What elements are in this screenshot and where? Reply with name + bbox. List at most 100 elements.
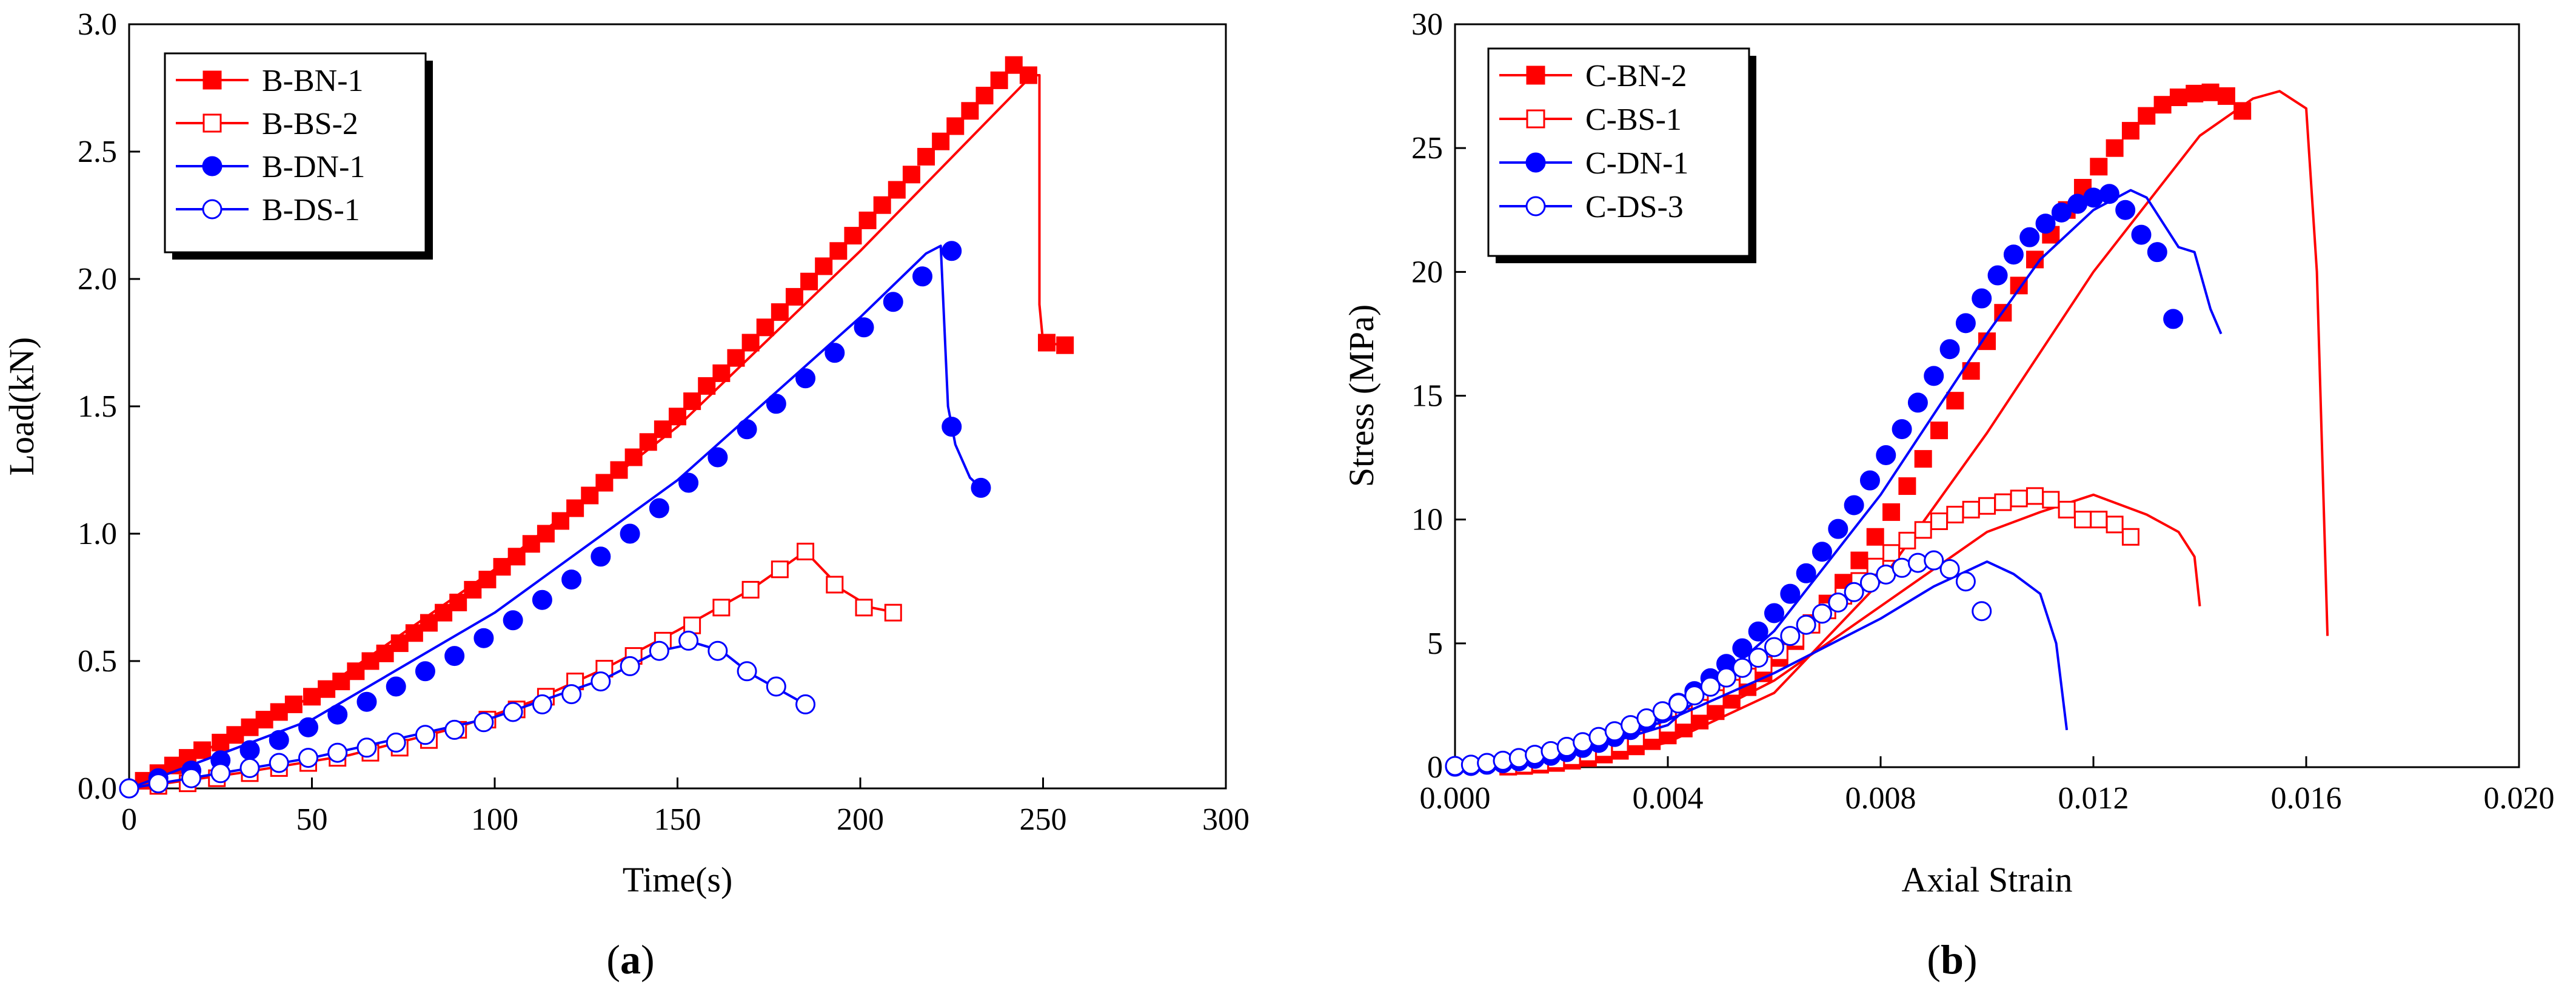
data-point-marker xyxy=(2186,84,2204,102)
data-point-marker xyxy=(1939,339,1960,360)
data-point-marker xyxy=(2058,500,2076,519)
data-point-marker xyxy=(332,673,350,691)
data-point-marker xyxy=(2010,489,2028,508)
data-point-marker xyxy=(2019,227,2040,247)
y-tick-label: 0.0 xyxy=(78,771,117,806)
data-point-marker xyxy=(2051,202,2072,223)
legend-marker xyxy=(202,199,222,220)
x-tick-label: 0.012 xyxy=(2058,781,2129,816)
data-point-marker xyxy=(1978,497,1996,515)
data-point-marker xyxy=(361,652,380,670)
chart-b-stress-vs-strain: 0.000 0.004 0.008 0.012 0.016 0.020 0 5 10 15 20 25… xyxy=(1342,7,2555,982)
x-tick-label: 100 xyxy=(471,802,518,837)
x-tick-label: 0.000 xyxy=(1420,781,1491,816)
y-tick-label: 2.5 xyxy=(78,135,117,169)
data-point-marker xyxy=(303,688,321,706)
data-point-marker xyxy=(815,257,833,275)
data-point-marker xyxy=(2115,200,2136,220)
data-point-marker xyxy=(649,640,669,661)
y-tick-label: 10 xyxy=(1411,503,1443,537)
data-point-marker xyxy=(298,717,318,737)
data-point-marker xyxy=(522,535,540,553)
data-point-marker xyxy=(298,748,318,768)
data-point-marker xyxy=(1780,583,1801,604)
data-point-marker xyxy=(507,548,526,566)
data-point-marker xyxy=(766,394,786,414)
data-point-marker xyxy=(2233,102,2252,120)
data-point-marker xyxy=(493,558,511,576)
panel-label-open: ( xyxy=(606,936,620,982)
y-axis-label: Load(kN) xyxy=(2,337,41,476)
data-point-marker xyxy=(2121,122,2139,140)
y-tick-label: 3.0 xyxy=(78,7,117,42)
data-point-marker xyxy=(1748,621,1768,642)
panel-label-close: ) xyxy=(1964,936,1978,982)
data-point-marker xyxy=(239,740,260,761)
data-point-marker xyxy=(698,377,716,395)
chart-a-load-vs-time: 0 50 100 150 200 250 300 0.0 0.5 1.0 1.5 2.0 2.5 3.0 T… xyxy=(2,7,1250,982)
data-point-marker xyxy=(2169,88,2187,106)
data-point-marker xyxy=(975,87,994,105)
data-point-marker xyxy=(1972,288,1992,309)
data-point-marker xyxy=(2106,139,2124,157)
data-point-marker xyxy=(376,644,394,662)
y-tick-label: 0 xyxy=(1427,750,1443,785)
y-tick-label: 2.0 xyxy=(78,262,117,297)
data-point-marker xyxy=(2026,487,2044,505)
data-point-marker xyxy=(800,272,818,290)
series-b-ds-1 xyxy=(119,630,816,799)
data-point-marker xyxy=(119,778,139,799)
legend-label: B-BN-1 xyxy=(262,64,364,98)
data-point-marker xyxy=(678,472,699,493)
series-line xyxy=(129,642,806,790)
data-point-marker xyxy=(1914,450,1932,468)
data-point-marker xyxy=(912,266,933,287)
legend-marker xyxy=(1526,65,1545,85)
data-point-marker xyxy=(1987,265,2008,286)
legend-marker xyxy=(202,113,222,133)
legend-marker xyxy=(1526,109,1545,129)
data-point-marker xyxy=(1828,592,1848,613)
data-point-marker xyxy=(1930,512,1949,531)
data-point-marker xyxy=(405,624,423,642)
data-point-marker xyxy=(858,211,877,229)
data-point-marker xyxy=(420,614,438,632)
data-point-marker xyxy=(712,364,731,382)
data-point-marker xyxy=(269,753,289,773)
data-point-marker xyxy=(1882,544,1901,562)
data-point-marker xyxy=(581,486,599,505)
data-point-marker xyxy=(269,730,289,750)
data-point-marker xyxy=(825,343,845,363)
y-tick-label: 1.5 xyxy=(78,389,117,424)
data-point-marker xyxy=(503,702,523,722)
data-point-marker xyxy=(727,349,745,367)
data-point-marker xyxy=(318,680,336,698)
data-point-marker xyxy=(1812,603,1832,624)
data-point-marker xyxy=(1732,657,1753,678)
data-point-marker xyxy=(654,420,672,438)
data-point-marker xyxy=(1700,676,1721,697)
data-point-marker xyxy=(210,763,231,784)
data-point-marker xyxy=(1005,56,1023,74)
data-point-marker xyxy=(2163,309,2184,329)
legend-marker xyxy=(202,70,222,90)
data-point-marker xyxy=(826,576,844,594)
data-point-marker xyxy=(649,498,669,519)
data-point-marker xyxy=(620,656,640,676)
data-point-marker xyxy=(1850,551,1868,569)
legend-label: C-BS-1 xyxy=(1585,102,1682,137)
data-point-marker xyxy=(327,742,348,763)
data-point-marker xyxy=(1876,445,1896,465)
legend-label: B-DS-1 xyxy=(262,193,360,227)
data-point-marker xyxy=(1994,304,2012,322)
x-tick-label: 250 xyxy=(1020,802,1067,837)
data-point-marker xyxy=(712,599,731,617)
data-point-marker xyxy=(193,741,212,759)
data-point-marker xyxy=(942,241,962,261)
data-point-marker xyxy=(1955,571,1976,592)
data-point-marker xyxy=(270,703,288,721)
data-point-marker xyxy=(1924,550,1944,571)
legend: C-BN-2 C-BS-1 C-DN-1 C-DS-3 xyxy=(1487,47,1756,263)
data-point-marker xyxy=(1716,667,1737,688)
data-point-marker xyxy=(1859,470,1880,491)
